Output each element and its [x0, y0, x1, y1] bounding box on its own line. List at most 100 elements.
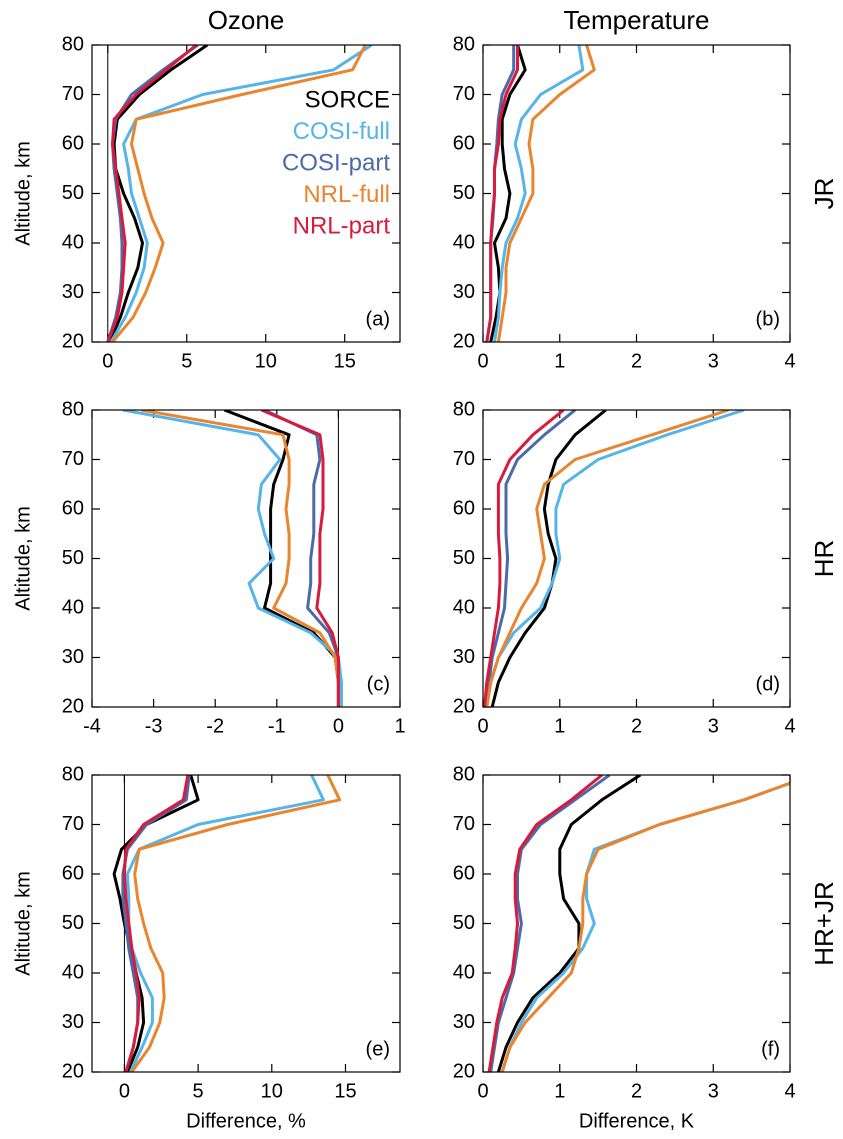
column-title: Ozone — [208, 5, 285, 35]
frame — [482, 44, 791, 343]
y-tick-label: 20 — [62, 330, 84, 352]
legend-entry: COSI-full — [293, 118, 390, 145]
series-line — [122, 775, 190, 1072]
series-line — [111, 45, 367, 342]
plot-area — [106, 45, 373, 342]
plot-area — [485, 45, 596, 342]
y-tick-label: 20 — [62, 695, 84, 717]
y-tick-label: 40 — [62, 231, 84, 253]
x-axis-label: Difference, K — [579, 1110, 695, 1132]
legend-entry: COSI-part — [282, 149, 390, 176]
y-tick-label: 30 — [62, 646, 84, 668]
plot-area — [112, 775, 342, 1072]
x-tick-label: 2 — [631, 350, 642, 372]
y-tick-label: 40 — [62, 596, 84, 618]
y-tick-label: 80 — [453, 398, 475, 420]
y-tick-label: 40 — [453, 596, 475, 618]
x-tick-label: 4 — [784, 715, 795, 737]
legend-entry: NRL-part — [293, 212, 391, 239]
x-tick-label: -2 — [206, 715, 224, 737]
plot-area — [483, 410, 745, 707]
y-tick-label: 50 — [453, 547, 475, 569]
y-tick-label: 50 — [62, 547, 84, 569]
panel-label: (c) — [367, 673, 390, 695]
x-tick-label: 5 — [181, 350, 192, 372]
y-tick-label: 20 — [62, 1060, 84, 1082]
y-tick-label: 70 — [453, 83, 475, 105]
x-tick-label: 10 — [255, 350, 277, 372]
y-tick-label: 30 — [453, 1011, 475, 1033]
y-tick-label: 40 — [453, 961, 475, 983]
y-tick-label: 80 — [453, 33, 475, 55]
row-label: HR+JR — [809, 881, 839, 966]
row-label: HR — [809, 540, 839, 578]
x-tick-label: -1 — [268, 715, 286, 737]
panel-label: (b) — [756, 308, 780, 330]
y-tick-label: 20 — [453, 695, 475, 717]
y-axis-label: Altitude, km — [12, 871, 34, 975]
series-line — [106, 45, 198, 342]
x-tick-label: 4 — [784, 1080, 795, 1102]
y-tick-label: 80 — [62, 33, 84, 55]
series-line — [490, 410, 607, 707]
x-axis-label: Difference, % — [186, 1110, 306, 1132]
x-tick-label: 4 — [784, 350, 795, 372]
x-tick-label: 2 — [631, 1080, 642, 1102]
y-axis-label: Altitude, km — [12, 141, 34, 245]
y-tick-label: 80 — [453, 763, 475, 785]
y-tick-label: 80 — [62, 763, 84, 785]
x-tick-label: 0 — [477, 715, 488, 737]
x-tick-label: 10 — [261, 1080, 283, 1102]
y-axis-label: Altitude, km — [12, 506, 34, 610]
series-line — [485, 410, 730, 707]
y-tick-label: 80 — [62, 398, 84, 420]
plot-area — [487, 775, 790, 1072]
series-line — [141, 410, 340, 707]
y-tick-label: 60 — [453, 132, 475, 154]
y-tick-label: 30 — [453, 646, 475, 668]
y-tick-label: 60 — [62, 862, 84, 884]
x-tick-label: 0 — [119, 1080, 130, 1102]
y-tick-label: 30 — [62, 1011, 84, 1033]
series-line — [485, 410, 745, 707]
y-tick-label: 70 — [453, 448, 475, 470]
y-tick-label: 50 — [62, 182, 84, 204]
x-tick-label: 3 — [708, 715, 719, 737]
frame — [482, 774, 791, 1073]
y-tick-label: 50 — [453, 182, 475, 204]
row-label: JR — [809, 178, 839, 210]
y-tick-label: 50 — [62, 912, 84, 934]
x-tick-label: 0 — [477, 350, 488, 372]
x-tick-label: 2 — [631, 715, 642, 737]
series-line — [122, 410, 343, 707]
y-tick-label: 70 — [62, 813, 84, 835]
frame — [91, 44, 401, 343]
series-line — [130, 775, 342, 1072]
x-tick-label: -3 — [145, 715, 163, 737]
y-tick-label: 50 — [453, 912, 475, 934]
series-line — [496, 45, 596, 342]
frame — [482, 409, 791, 708]
y-tick-label: 60 — [62, 132, 84, 154]
series-line — [489, 775, 611, 1072]
x-tick-label: 3 — [708, 1080, 719, 1102]
panel-label: (e) — [366, 1038, 390, 1060]
panel-label: (f) — [761, 1038, 780, 1060]
column-title: Temperature — [564, 5, 710, 35]
x-tick-label: 1 — [554, 350, 565, 372]
y-tick-label: 20 — [453, 330, 475, 352]
series-line — [496, 775, 642, 1072]
series-line — [500, 781, 790, 1072]
series-line — [260, 410, 340, 707]
y-tick-label: 30 — [453, 281, 475, 303]
x-tick-label: -4 — [83, 715, 101, 737]
x-tick-label: 5 — [193, 1080, 204, 1102]
series-line — [493, 45, 585, 342]
x-tick-label: 0 — [102, 350, 113, 372]
series-line — [485, 45, 519, 342]
y-tick-label: 40 — [62, 961, 84, 983]
y-tick-label: 40 — [453, 231, 475, 253]
x-tick-label: 1 — [554, 715, 565, 737]
y-tick-label: 60 — [453, 497, 475, 519]
y-tick-label: 60 — [453, 862, 475, 884]
